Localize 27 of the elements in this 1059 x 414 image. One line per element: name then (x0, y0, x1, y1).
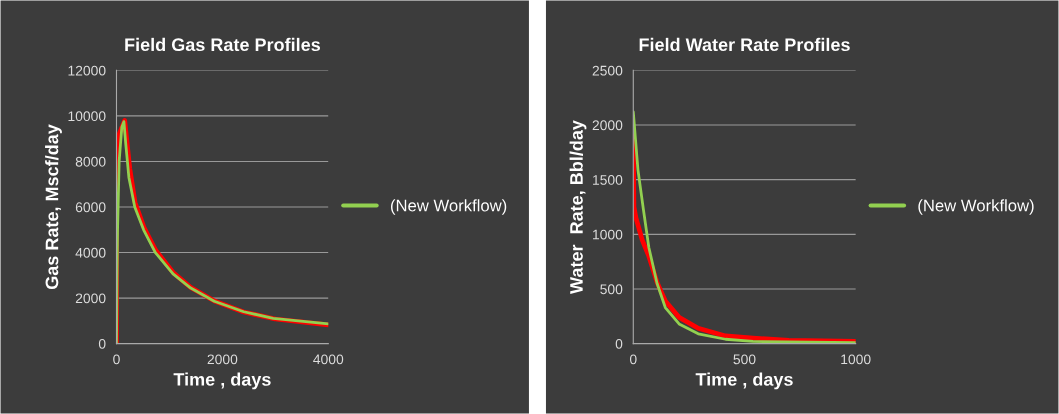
y-tick-label: 0 (98, 338, 106, 349)
x-tick-label: 500 (733, 354, 756, 365)
x-axis-title: Time , days (173, 372, 271, 390)
x-tick-label: 4000 (313, 354, 344, 365)
y-tick-label: 2500 (592, 65, 623, 76)
y-tick-label: 0 (615, 338, 623, 349)
y-tick-label: 1500 (593, 175, 623, 185)
y-tick-label: 2000 (75, 293, 106, 304)
x-tick-label: 0 (629, 354, 637, 365)
y-tick-label: 4000 (75, 247, 106, 258)
y-tick-label: 6000 (75, 202, 106, 213)
x-tick-label: 0 (113, 354, 120, 365)
y-tick-label: 2000 (592, 120, 623, 131)
y-tick-label: 12000 (68, 65, 106, 76)
chart-title: Field Gas Rate Profiles (125, 37, 320, 52)
y-tick-label: 500 (600, 284, 623, 295)
y-tick-label: 8000 (75, 156, 106, 167)
legend-label: (New Workflow) (918, 199, 1034, 215)
legend-label: (New Workflow) (390, 199, 507, 215)
x-axis-title: Time , days (695, 372, 793, 390)
x-tick-label: 2000 (207, 354, 238, 365)
chart-title: Field Water Rate Profiles (639, 37, 850, 52)
x-tick-label: 1000 (841, 354, 871, 365)
y-tick-label: 10000 (68, 111, 106, 122)
y-tick-label: 1000 (593, 229, 623, 240)
y-axis-title: Gas Rate, Mscf/day (45, 124, 62, 290)
y-axis-title: Water Rate, Bbl/day (569, 120, 587, 294)
